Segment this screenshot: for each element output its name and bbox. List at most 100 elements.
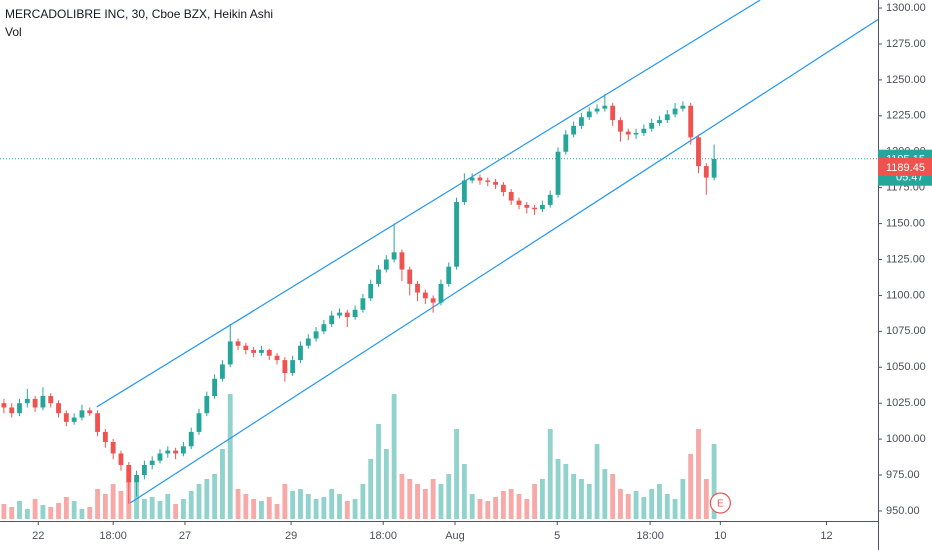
volume-bar	[422, 489, 428, 519]
volume-label: Vol	[5, 25, 22, 39]
x-tick-label: 18:00	[636, 530, 664, 542]
candle-body	[602, 105, 608, 109]
volume-bar	[579, 479, 584, 519]
candle-body	[95, 413, 100, 432]
x-tick-label: Aug	[445, 530, 465, 542]
volume-bar	[680, 479, 686, 519]
volume-bar	[321, 497, 327, 519]
candle-body	[56, 403, 61, 414]
volume-bar	[649, 489, 655, 519]
volume-bar	[415, 484, 420, 519]
volume-bar	[657, 484, 662, 519]
volume-bar	[586, 484, 592, 519]
volume-bar	[547, 429, 553, 519]
volume-bar	[352, 499, 358, 519]
candle-body	[610, 105, 616, 121]
candle-body	[493, 181, 499, 185]
candle-body	[485, 180, 491, 182]
volume-bar	[40, 505, 46, 519]
volume-bar	[305, 494, 311, 519]
candle-body	[641, 128, 647, 134]
x-tick-label: 10	[714, 530, 726, 542]
candle-body	[79, 410, 85, 418]
candle-body	[547, 194, 553, 205]
volume-bar	[180, 499, 186, 519]
volume-bar	[196, 484, 202, 519]
volume-bar	[243, 494, 249, 519]
candle-body	[579, 117, 584, 126]
candle-body	[1, 403, 7, 408]
volume-bar	[204, 479, 210, 519]
candle-body	[220, 364, 225, 379]
volume-bar	[438, 484, 444, 519]
volume-bar	[446, 474, 452, 519]
candle-body	[243, 345, 249, 351]
x-tick-label: 22	[32, 530, 44, 542]
volume-bar	[625, 494, 631, 519]
candle-body	[516, 200, 522, 205]
candle-body	[17, 403, 22, 414]
volume-bar	[664, 494, 670, 519]
candle-body	[422, 292, 428, 299]
candle-body	[227, 341, 233, 365]
y-tick-label: 1125.00	[886, 253, 925, 265]
volume-bar	[259, 501, 264, 519]
y-tick-label: 1150.00	[886, 217, 925, 229]
volume-bar	[235, 489, 241, 519]
candle-body	[32, 398, 38, 408]
candle-body	[180, 446, 186, 454]
volume-bar	[282, 484, 288, 519]
candle-body	[266, 350, 272, 356]
volume-bar	[594, 444, 600, 519]
volume-bar	[344, 501, 350, 519]
candle-body	[672, 108, 678, 115]
volume-bar	[524, 499, 530, 519]
candle-body	[711, 158, 717, 178]
candle-body	[149, 460, 155, 465]
candle-body	[657, 120, 662, 123]
x-tick-label: 18:00	[99, 530, 127, 542]
volume-bar	[461, 464, 467, 519]
volume-bar	[337, 494, 342, 519]
candle-body	[469, 177, 475, 181]
channel-line	[96, 0, 761, 408]
y-tick-label: 1250.00	[886, 74, 926, 86]
y-tick-label: 1225.00	[886, 110, 926, 122]
volume-bar	[266, 497, 272, 519]
candle-body	[282, 360, 288, 374]
volume-bar	[329, 489, 335, 519]
candle-body	[290, 360, 296, 374]
candle-body	[173, 450, 179, 454]
candle-body	[305, 338, 311, 346]
volume-bar	[532, 484, 538, 519]
volume-bar	[274, 504, 280, 519]
volume-bar	[220, 449, 225, 519]
channel-line	[130, 19, 878, 504]
candle-body	[383, 259, 389, 270]
candle-body	[688, 105, 694, 138]
candle-body	[48, 395, 54, 404]
candle-body	[329, 315, 335, 325]
y-tick-label: 1025.00	[886, 397, 926, 409]
y-tick-label: 1000.00	[886, 433, 926, 445]
volume-bar	[696, 429, 701, 519]
volume-bar	[539, 479, 545, 519]
candle-body	[649, 122, 655, 129]
y-tick-label: 1100.00	[886, 289, 925, 301]
volume-bar	[399, 474, 405, 519]
volume-bar	[555, 459, 561, 519]
x-tick-label: 12	[820, 530, 832, 542]
volume-bar	[313, 499, 319, 519]
volume-bar	[173, 504, 179, 519]
volume-bar	[703, 479, 709, 519]
candle-body	[368, 283, 374, 299]
candle-body	[204, 395, 210, 414]
candle-body	[337, 312, 342, 316]
y-tick-label: 1275.00	[886, 38, 926, 50]
x-tick-label: 29	[285, 530, 297, 542]
candle-body	[40, 395, 46, 408]
volume-bar	[469, 494, 475, 519]
volume-bar	[407, 479, 413, 519]
candle-body	[391, 252, 397, 260]
